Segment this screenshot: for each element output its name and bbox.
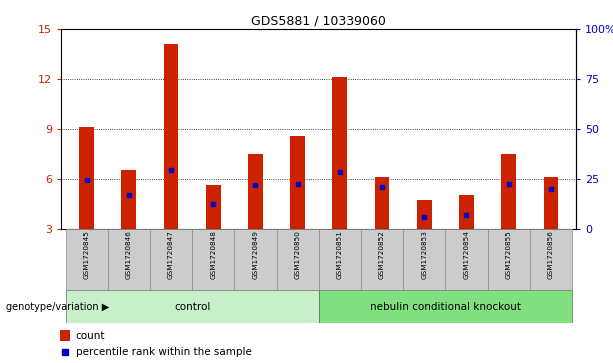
Text: GSM1720849: GSM1720849: [253, 231, 259, 280]
Text: control: control: [174, 302, 210, 312]
Text: GSM1720848: GSM1720848: [210, 231, 216, 280]
Bar: [319, 290, 572, 323]
Text: GSM1720847: GSM1720847: [168, 231, 174, 280]
Bar: [417, 200, 432, 229]
Text: GSM1720853: GSM1720853: [421, 231, 427, 280]
Bar: [66, 290, 319, 323]
Text: GSM1720845: GSM1720845: [83, 231, 89, 280]
Bar: [108, 229, 150, 290]
Text: count: count: [75, 331, 105, 341]
Bar: [121, 171, 136, 229]
Bar: [530, 229, 572, 290]
Bar: [234, 229, 276, 290]
Text: GSM1720850: GSM1720850: [295, 231, 300, 280]
Bar: [192, 229, 234, 290]
Bar: [544, 177, 558, 229]
Text: genotype/variation ▶: genotype/variation ▶: [6, 302, 109, 312]
Bar: [403, 229, 446, 290]
Bar: [446, 229, 487, 290]
Text: GSM1720846: GSM1720846: [126, 231, 132, 280]
Bar: [501, 154, 516, 229]
Text: nebulin conditional knockout: nebulin conditional knockout: [370, 302, 521, 312]
Bar: [487, 229, 530, 290]
Bar: [319, 229, 361, 290]
Bar: [375, 177, 389, 229]
Bar: [60, 330, 70, 341]
Text: percentile rank within the sample: percentile rank within the sample: [75, 347, 251, 357]
Text: GSM1720855: GSM1720855: [506, 231, 512, 280]
Bar: [164, 44, 178, 229]
Bar: [459, 195, 474, 229]
Text: GSM1720851: GSM1720851: [337, 231, 343, 280]
Bar: [248, 154, 263, 229]
Bar: [361, 229, 403, 290]
Bar: [206, 185, 221, 229]
Title: GDS5881 / 10339060: GDS5881 / 10339060: [251, 15, 386, 28]
Text: GSM1720856: GSM1720856: [548, 231, 554, 280]
Text: GSM1720854: GSM1720854: [463, 231, 470, 280]
Bar: [150, 229, 192, 290]
Bar: [332, 77, 347, 229]
Bar: [66, 229, 108, 290]
Bar: [79, 127, 94, 229]
Bar: [276, 229, 319, 290]
Text: GSM1720852: GSM1720852: [379, 231, 385, 280]
Bar: [291, 135, 305, 229]
